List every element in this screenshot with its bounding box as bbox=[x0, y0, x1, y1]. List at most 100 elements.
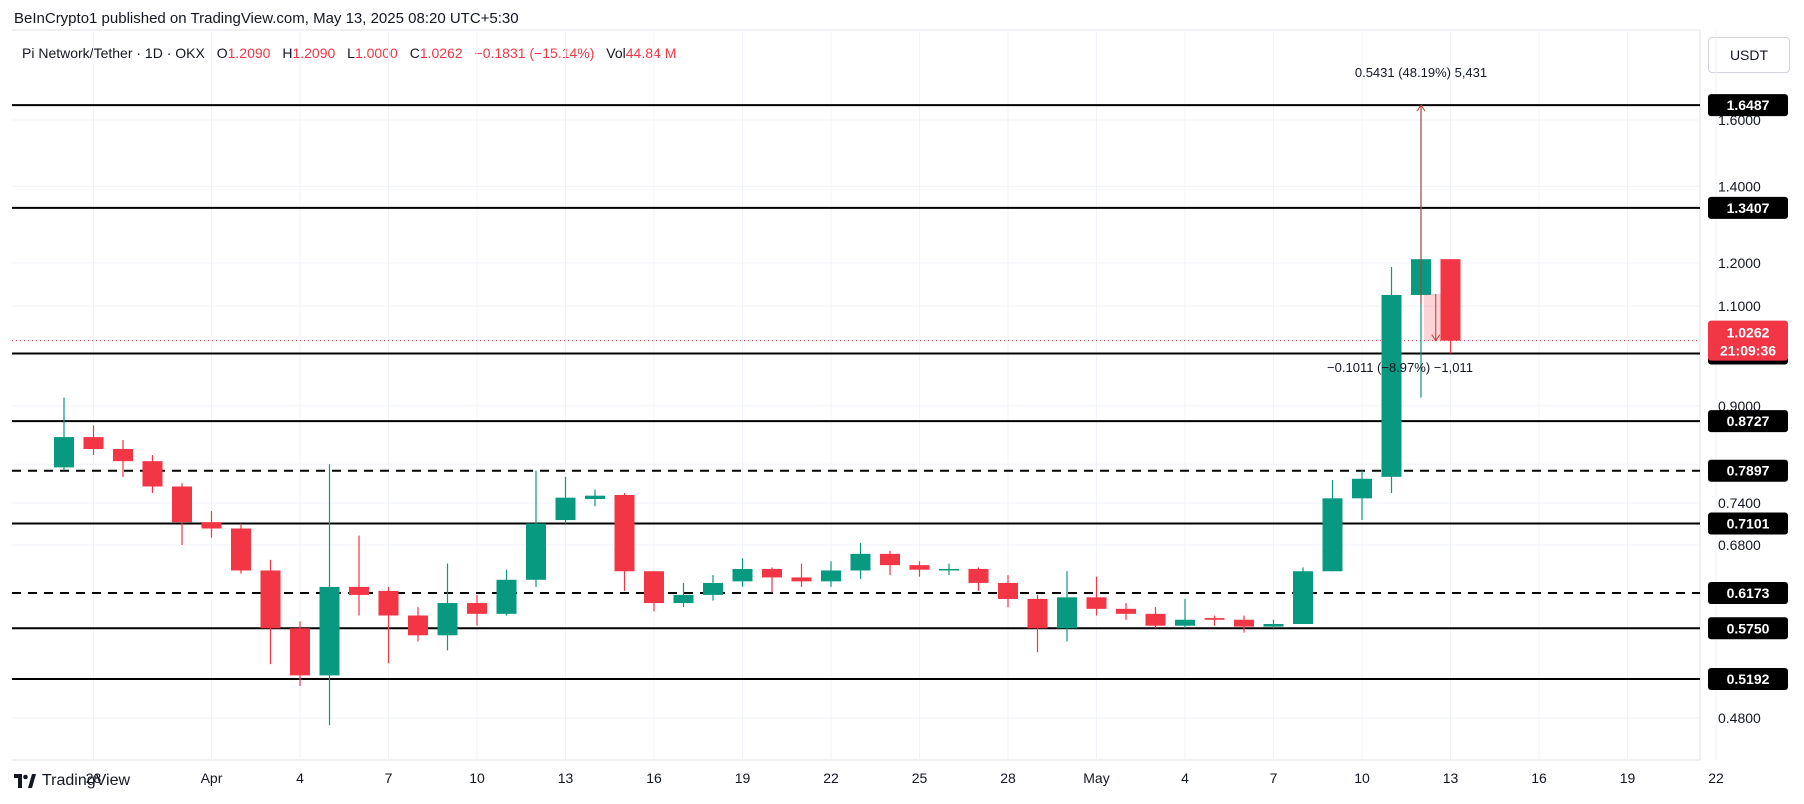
y-tick-label: 0.7400 bbox=[1718, 495, 1761, 511]
countdown-label: 21:09:36 bbox=[1720, 343, 1776, 359]
candle-body bbox=[614, 495, 635, 572]
change-value: −0.1831 (−15.14%) bbox=[474, 45, 595, 61]
candle-body bbox=[1175, 619, 1195, 626]
publisher-caption: BeInCrypto1 published on TradingView.com… bbox=[14, 10, 519, 27]
measure-annotations: 0.5431 (48.19%) 5,431 −0.1011 (−8.97%) −1… bbox=[1327, 65, 1487, 375]
candle-body bbox=[142, 461, 163, 487]
close-label: C bbox=[409, 45, 420, 61]
level-price-label: 0.7897 bbox=[1727, 463, 1770, 479]
candle-body bbox=[732, 568, 753, 582]
high-value: 1.2090 bbox=[292, 45, 336, 61]
candle-body bbox=[319, 586, 340, 676]
x-tick-label: 25 bbox=[912, 770, 928, 786]
x-tick-label: 10 bbox=[1354, 770, 1370, 786]
level-price-label: 0.7101 bbox=[1727, 515, 1770, 531]
open-label: O bbox=[216, 45, 228, 61]
level-price-label: 0.5192 bbox=[1727, 671, 1770, 687]
x-tick-label: 16 bbox=[646, 770, 662, 786]
candle-body bbox=[644, 571, 664, 604]
x-tick-label: 22 bbox=[1708, 770, 1724, 786]
level-price-tag bbox=[1708, 512, 1788, 535]
brand-name: TradingView bbox=[42, 772, 131, 789]
candle-body bbox=[378, 590, 399, 616]
open-value: 1.2090 bbox=[227, 45, 271, 61]
measure-up-label: 0.5431 (48.19%) 5,431 bbox=[1355, 65, 1487, 80]
y-tick-label: 0.6800 bbox=[1718, 537, 1761, 553]
candle-body bbox=[1322, 498, 1343, 572]
x-tick-label: 10 bbox=[469, 770, 485, 786]
y-tick-label: 1.4000 bbox=[1718, 178, 1761, 194]
symbol-name[interactable]: Pi Network/Tether · 1D · OKX bbox=[22, 45, 205, 61]
candle-body bbox=[850, 553, 871, 571]
candle-body bbox=[437, 603, 458, 636]
candle-body bbox=[496, 579, 517, 614]
candle-body bbox=[1440, 259, 1461, 341]
candle-body bbox=[968, 568, 989, 583]
candle-body bbox=[113, 448, 133, 462]
measure-up-arrow-icon bbox=[1416, 104, 1426, 112]
level-price-label: 1.3407 bbox=[1727, 200, 1770, 216]
candle-body bbox=[201, 522, 222, 529]
candle-body bbox=[1352, 478, 1372, 499]
candle-body bbox=[791, 577, 812, 582]
candle-body bbox=[467, 603, 487, 614]
candle-body bbox=[1027, 598, 1048, 629]
x-tick-label: 4 bbox=[296, 770, 304, 786]
x-tick-label: 28 bbox=[1000, 770, 1016, 786]
currency-button[interactable]: USDT bbox=[1708, 37, 1790, 73]
current-price-tag bbox=[1708, 320, 1788, 361]
candle-body bbox=[1145, 613, 1166, 626]
low-value: 1.0000 bbox=[354, 45, 398, 61]
level-price-label: 1.6487 bbox=[1727, 97, 1770, 113]
x-tick-label: 19 bbox=[1620, 770, 1636, 786]
candle-body bbox=[260, 570, 281, 629]
low-label: L bbox=[347, 45, 355, 61]
close-value: 1.0262 bbox=[419, 45, 463, 61]
level-price-tag bbox=[1708, 459, 1788, 482]
candle-body bbox=[408, 615, 428, 636]
measure-down-label: −0.1011 (−8.97%) −1,011 bbox=[1327, 360, 1473, 375]
candle-body bbox=[231, 528, 251, 571]
y-tick-label: 1.1000 bbox=[1718, 298, 1761, 314]
level-price-tag bbox=[1708, 617, 1788, 640]
candle-body bbox=[703, 582, 723, 595]
candle-body bbox=[172, 486, 192, 523]
candlesticks bbox=[54, 105, 1461, 726]
volume-value: 44.84 M bbox=[625, 45, 677, 61]
candle-body bbox=[673, 594, 694, 604]
x-tick-label: Apr bbox=[201, 770, 223, 786]
y-tick-label: 1.2000 bbox=[1718, 255, 1761, 271]
level-price-tag bbox=[1708, 196, 1788, 219]
candle-body bbox=[939, 568, 959, 571]
candle-body bbox=[349, 586, 369, 595]
y-tick-label: 0.9000 bbox=[1718, 398, 1761, 414]
candle-body bbox=[1381, 294, 1402, 477]
candle-body bbox=[821, 570, 841, 582]
candle-body bbox=[1263, 624, 1284, 627]
x-tick-label: 16 bbox=[1531, 770, 1547, 786]
level-price-label: 0.6173 bbox=[1727, 585, 1770, 601]
level-price-tag bbox=[1708, 582, 1788, 605]
x-tick-label: 13 bbox=[1443, 770, 1459, 786]
x-tick-label: 28 bbox=[86, 770, 102, 786]
candle-body bbox=[762, 568, 782, 578]
chart-grid bbox=[12, 29, 1717, 761]
measure-down-arrow-icon bbox=[1431, 334, 1441, 342]
level-price-tag bbox=[1708, 668, 1788, 691]
x-tick-label: 13 bbox=[558, 770, 574, 786]
candle-body bbox=[526, 523, 546, 580]
x-tick-label: 7 bbox=[385, 770, 393, 786]
level-price-tag bbox=[1708, 410, 1788, 433]
candle-body bbox=[555, 497, 576, 521]
tradingview-brand[interactable]: TradingView bbox=[14, 772, 130, 790]
candle-body bbox=[1116, 608, 1136, 614]
tradingview-logo-icon bbox=[14, 774, 36, 788]
x-tick-label: 22 bbox=[823, 770, 839, 786]
candle-body bbox=[290, 628, 310, 676]
symbol-legend: Pi Network/Tether · 1D · OKX O1.2090 H1.… bbox=[22, 45, 676, 61]
candle-body bbox=[1086, 597, 1107, 609]
candle-body bbox=[1057, 597, 1077, 629]
support-resistance-levels bbox=[12, 104, 1700, 681]
candle-body bbox=[998, 582, 1018, 599]
